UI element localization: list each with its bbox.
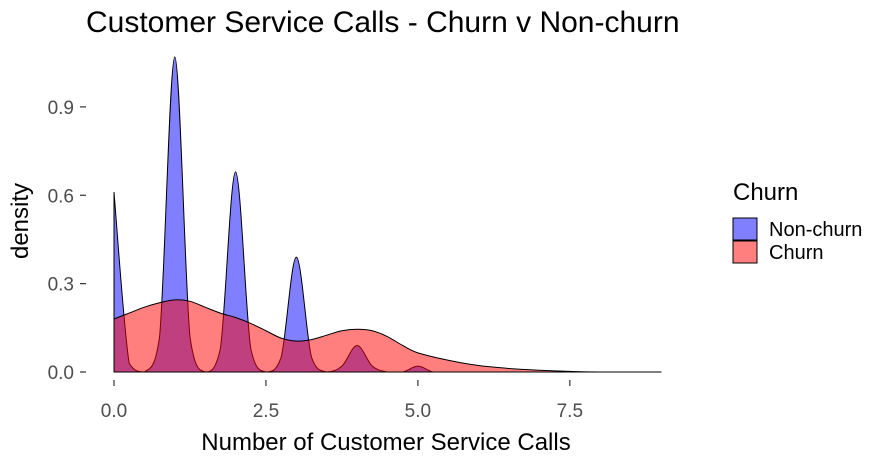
plot-area — [113, 56, 662, 373]
x-tick-label: 5.0 — [405, 401, 431, 422]
legend-title: Churn — [733, 179, 798, 206]
x-axis: 0.0 2.5 5.0 7.5 — [101, 380, 583, 422]
x-axis-title: Number of Customer Service Calls — [201, 429, 570, 456]
y-tick-label: 0.9 — [48, 98, 74, 119]
legend-key-non-churn — [732, 217, 758, 241]
y-tick-label: 0.3 — [48, 275, 74, 296]
legend-label: Non-churn — [769, 219, 862, 241]
x-tick-label: 7.5 — [557, 401, 583, 422]
density-area-churn — [113, 299, 662, 373]
legend-key-churn — [732, 240, 758, 264]
legend-label: Churn — [769, 242, 823, 264]
x-tick-label: 2.5 — [253, 401, 279, 422]
y-axis: 0.0 0.3 0.6 0.9 — [48, 98, 86, 384]
y-axis-title: density — [7, 183, 34, 259]
y-tick-label: 0.6 — [48, 186, 74, 207]
chart-title: Customer Service Calls - Churn v Non-chu… — [86, 6, 680, 39]
x-tick-label: 0.0 — [101, 401, 127, 422]
y-tick-label: 0.0 — [48, 363, 74, 384]
